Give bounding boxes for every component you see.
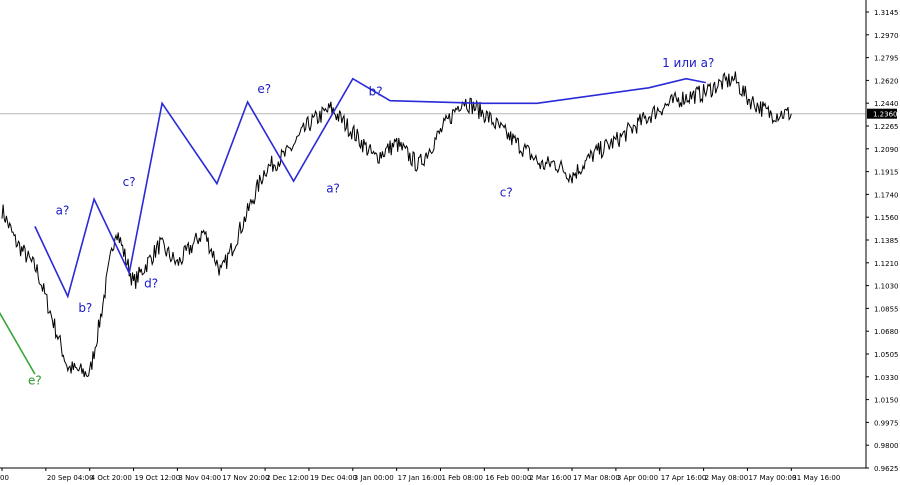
wave-label: a?: [56, 204, 70, 218]
x-tick-label: 20 Sep 04:00: [47, 474, 94, 482]
price-series: [1, 71, 792, 378]
wave-line: [0, 311, 36, 375]
y-tick-label: 1.1385: [874, 237, 899, 245]
y-tick-label: 1.0150: [874, 397, 899, 405]
x-tick-label: 2 May 08:00: [705, 474, 749, 482]
y-tick-label: 1.0855: [874, 305, 899, 313]
y-tick-label: 1.0680: [874, 328, 899, 336]
x-tick-label: 2 Mar 16:00: [529, 474, 571, 482]
x-tick-label: 17 May 00:00: [748, 474, 796, 482]
y-axis: 1.3145 1.2970 1.2795 1.2620 1.2440 1.2265 1.20…: [865, 0, 899, 473]
x-tick-label: 17 Nov 20:00: [222, 474, 269, 482]
wave-label: 1 или a?: [662, 56, 714, 70]
x-tick-label: 3 Nov 04:00: [178, 474, 221, 482]
x-tick-label: 00: [0, 474, 9, 482]
y-tick-label: 1.2090: [874, 146, 899, 154]
y-tick-label: 1.3145: [874, 9, 899, 17]
wave-label: c?: [123, 175, 136, 189]
y-tick-label: 1.2620: [874, 77, 899, 85]
wave-label: e?: [257, 82, 271, 96]
y-tick-label: 1.0330: [874, 374, 899, 382]
y-tick-label: 1.2440: [874, 100, 899, 108]
y-tick-label: 0.9800: [874, 442, 899, 450]
wave-label: b?: [78, 301, 92, 315]
x-axis: 00 20 Sep 04:004 Oct 20:00 19 Oct 12:003 N…: [0, 467, 866, 482]
x-tick-label: 17 Jan 16:00: [398, 474, 442, 482]
y-tick-label: 1.1560: [874, 214, 899, 222]
x-tick-label: 19 Dec 04:00: [310, 474, 357, 482]
x-tick-label: 4 Oct 20:00: [91, 474, 132, 482]
y-tick-label: 1.2795: [874, 55, 899, 63]
x-tick-label: 3 Jan 00:00: [354, 474, 394, 482]
plot-area: e? a? b? c? d? e? a? b? c? 1 или a?: [0, 56, 866, 387]
x-ticks: 00 20 Sep 04:004 Oct 20:00 19 Oct 12:003 N…: [0, 468, 840, 482]
y-tick-label: 1.1030: [874, 283, 899, 291]
wave-lines: [0, 77, 706, 375]
y-tick-label: 1.2265: [874, 123, 899, 131]
wave-labels: e? a? b? c? d? e? a? b? c? 1 или a?: [28, 56, 714, 387]
y-tick-label: 1.1915: [874, 169, 899, 177]
current-price-badge: [867, 108, 897, 119]
wave-label: e?: [28, 373, 42, 387]
y-tick-label: 1.1210: [874, 260, 899, 268]
x-tick-label: 31 May 16:00: [792, 474, 840, 482]
y-tick-label: 1.0505: [874, 351, 899, 359]
y-tick-label: 1.1740: [874, 191, 899, 199]
y-ticks: 1.3145 1.2970 1.2795 1.2620 1.2440 1.2265 1.20…: [866, 9, 899, 473]
x-tick-label: 19 Oct 12:00: [135, 474, 181, 482]
x-tick-label: 2 Dec 12:00: [266, 474, 309, 482]
y-tick-label: 1.2970: [874, 32, 899, 40]
wave-label: a?: [326, 182, 340, 196]
x-tick-label: 3 Apr 00:00: [617, 474, 658, 482]
y-tick-label: 0.9975: [874, 419, 899, 427]
wave-label: d?: [144, 276, 158, 290]
x-tick-label: 17 Mar 08:00: [573, 474, 620, 482]
current-price-box: 1.2360: [867, 108, 898, 119]
wave-label: c?: [500, 186, 513, 200]
wave-line: [34, 77, 706, 299]
current-price-label: 1.2360: [873, 111, 898, 119]
x-tick-label: 17 Apr 16:00: [661, 474, 707, 482]
x-tick-label: 16 Feb 00:00: [485, 474, 531, 482]
y-tick-label: 0.9625: [874, 465, 899, 473]
x-tick-label: 1 Feb 08:00: [442, 474, 483, 482]
wave-label: b?: [369, 85, 383, 99]
